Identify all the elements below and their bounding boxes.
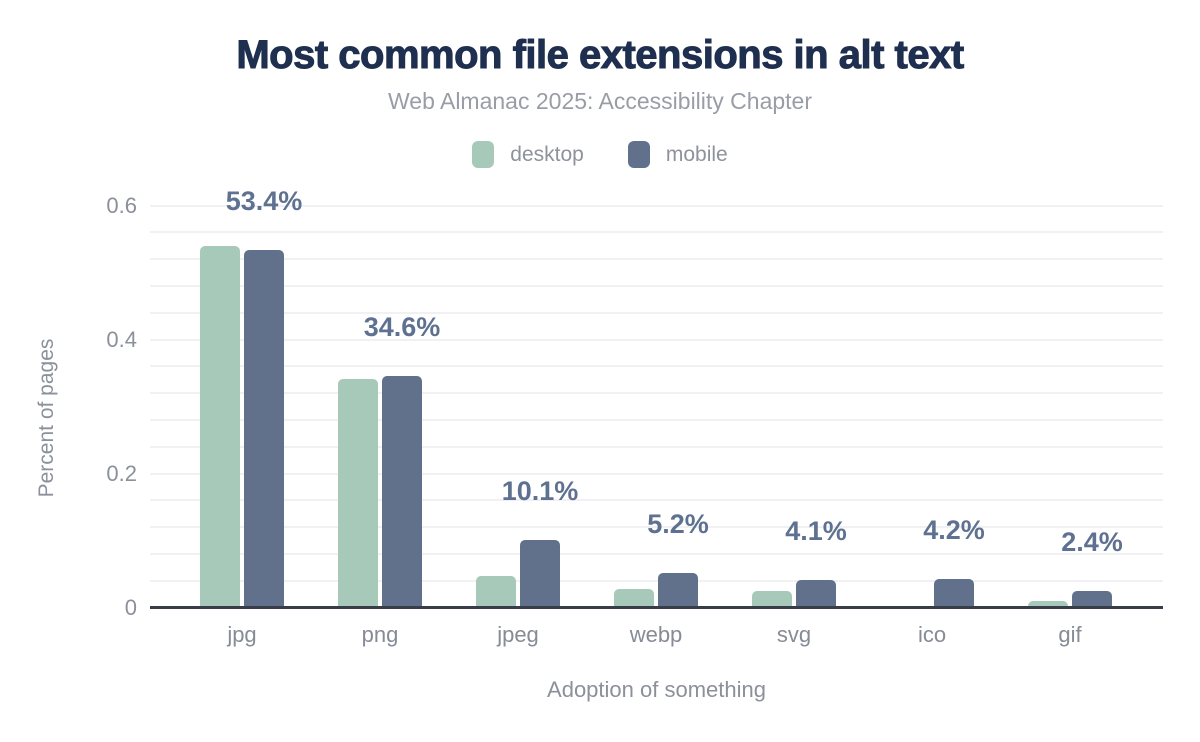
y-tick-label: 0.6 xyxy=(106,192,137,218)
legend: desktop mobile xyxy=(0,141,1200,168)
data-label: 4.2% xyxy=(923,515,985,546)
gridline xyxy=(150,472,1163,475)
x-axis-line xyxy=(150,606,1163,609)
bar-desktop-jpg xyxy=(200,245,240,608)
x-tick-label: ico xyxy=(917,622,947,647)
gridline xyxy=(150,338,1163,341)
chart-subtitle: Web Almanac 2025: Accessibility Chapter xyxy=(387,88,813,114)
data-label: 2.4% xyxy=(1061,527,1123,558)
gridline xyxy=(150,204,1163,207)
bar-desktop-webp xyxy=(614,589,654,608)
gridline xyxy=(150,392,1163,395)
x-tick-label: webp xyxy=(629,622,683,647)
gridline xyxy=(150,552,1163,555)
legend-label: desktop xyxy=(510,142,584,166)
bar-desktop-gif xyxy=(1028,600,1068,608)
data-label: 34.6% xyxy=(363,311,441,342)
x-tick-label: png xyxy=(361,622,399,647)
data-label: 5.2% xyxy=(647,508,709,539)
bar-desktop-jpeg xyxy=(476,576,516,608)
bar-mobile-jpg xyxy=(244,249,284,608)
legend-item-desktop: desktop xyxy=(472,141,584,168)
legend-label: mobile xyxy=(665,142,728,166)
data-label: 4.1% xyxy=(785,516,847,547)
data-label: 53.4% xyxy=(225,185,303,216)
x-tick-label: gif xyxy=(1058,622,1082,647)
gridline xyxy=(150,258,1163,261)
gridline xyxy=(150,445,1163,448)
y-tick-label: 0 xyxy=(124,594,137,620)
bar-mobile-webp xyxy=(658,572,698,608)
bar-mobile-ico xyxy=(934,579,974,608)
legend-item-mobile: mobile xyxy=(627,141,728,168)
legend-swatch-icon xyxy=(627,141,650,168)
gridline xyxy=(150,526,1163,529)
bar-desktop-svg xyxy=(752,591,792,608)
chart-title: Most common file extensions in alt text xyxy=(236,33,965,78)
gridline xyxy=(150,284,1163,287)
gridline xyxy=(150,311,1163,314)
gridline xyxy=(150,499,1163,502)
bar-mobile-jpeg xyxy=(520,539,560,608)
gridline xyxy=(150,365,1163,368)
bar-desktop-png xyxy=(338,379,378,608)
x-tick-label: jpg xyxy=(227,622,257,647)
bar-mobile-png xyxy=(382,375,422,608)
y-tick-label: 0.2 xyxy=(106,460,137,486)
gridline xyxy=(150,418,1163,421)
legend-swatch-icon xyxy=(472,141,495,168)
y-tick-label: 0.4 xyxy=(106,326,137,352)
bar-mobile-svg xyxy=(796,580,836,608)
gridline xyxy=(150,579,1163,582)
x-tick-label: jpeg xyxy=(497,622,539,647)
bar-mobile-gif xyxy=(1072,591,1112,608)
data-label: 10.1% xyxy=(501,475,579,506)
gridline xyxy=(150,231,1163,234)
x-axis-title: Adoption of something xyxy=(547,677,766,702)
x-tick-label: svg xyxy=(776,622,812,647)
